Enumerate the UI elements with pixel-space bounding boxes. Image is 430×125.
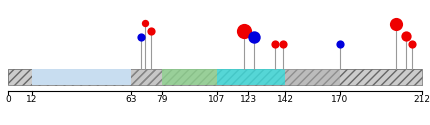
Bar bbox=[131, 69, 162, 85]
Text: 142: 142 bbox=[277, 95, 294, 104]
Text: 107: 107 bbox=[208, 95, 226, 104]
Point bbox=[138, 36, 144, 38]
Text: 212: 212 bbox=[413, 95, 430, 104]
Text: 79: 79 bbox=[157, 95, 168, 104]
Point bbox=[272, 43, 279, 45]
Bar bbox=[131, 69, 162, 85]
Point bbox=[280, 43, 287, 45]
Text: 123: 123 bbox=[240, 95, 257, 104]
Bar bbox=[8, 69, 422, 85]
Bar bbox=[285, 69, 340, 85]
Text: 0: 0 bbox=[5, 95, 11, 104]
Point bbox=[336, 43, 343, 45]
Point bbox=[241, 30, 248, 32]
Text: 63: 63 bbox=[126, 95, 137, 104]
Bar bbox=[162, 69, 217, 85]
Point bbox=[393, 23, 400, 25]
Text: 12: 12 bbox=[26, 95, 37, 104]
Point bbox=[403, 35, 410, 37]
Point bbox=[141, 22, 148, 24]
Bar bbox=[8, 69, 422, 85]
Text: 170: 170 bbox=[331, 95, 348, 104]
Point bbox=[147, 30, 154, 32]
Bar bbox=[217, 69, 285, 85]
Bar bbox=[32, 69, 131, 85]
Point bbox=[408, 43, 415, 45]
Point bbox=[251, 36, 258, 38]
